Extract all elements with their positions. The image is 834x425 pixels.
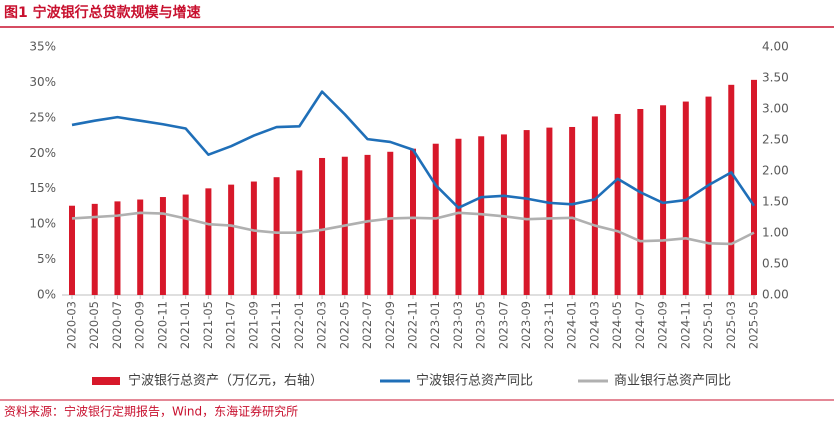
bar xyxy=(591,116,598,295)
bar xyxy=(523,130,530,295)
bar xyxy=(455,138,462,295)
x-tick-label: 2024-01 xyxy=(565,301,579,349)
y2-tick-label: 2.00 xyxy=(762,164,789,178)
x-tick-label: 2021-11 xyxy=(269,301,283,349)
x-tick-label: 2020-09 xyxy=(133,301,147,349)
bar xyxy=(569,126,576,295)
x-tick-label: 2020-07 xyxy=(110,301,124,349)
x-tick-label: 2022-09 xyxy=(383,301,397,349)
y2-tick-label: 3.00 xyxy=(762,102,789,116)
y2-tick-label: 3.50 xyxy=(762,71,789,85)
x-tick-label: 2023-11 xyxy=(542,301,556,349)
bar xyxy=(705,96,712,295)
bar xyxy=(182,194,189,295)
line-series xyxy=(71,90,756,210)
y-tick-label: 15% xyxy=(29,181,56,195)
x-tick-label: 2024-11 xyxy=(678,301,692,349)
y-tick-label: 25% xyxy=(29,110,56,124)
bar xyxy=(250,181,257,295)
x-tick-label: 2021-01 xyxy=(178,301,192,349)
bar xyxy=(637,109,644,295)
bar xyxy=(478,136,485,295)
y2-tick-label: 1.00 xyxy=(762,226,789,240)
x-tick-label: 2020-03 xyxy=(65,301,79,349)
x-tick-label: 2025-05 xyxy=(747,301,761,349)
x-tick-label: 2025-01 xyxy=(701,301,715,349)
x-tick-label: 2023-03 xyxy=(451,301,465,349)
bar xyxy=(228,184,235,295)
bar xyxy=(500,134,507,295)
y2-tick-label: 0.50 xyxy=(762,257,789,271)
x-tick-label: 2024-05 xyxy=(610,301,624,349)
x-tick-label: 2023-01 xyxy=(428,301,442,349)
bar xyxy=(159,197,166,295)
bar xyxy=(114,201,121,295)
x-tick-label: 2021-09 xyxy=(246,301,260,349)
y2-tick-label: 2.50 xyxy=(762,133,789,147)
x-tick-label: 2021-07 xyxy=(224,301,238,349)
legend-label: 宁波银行总资产（万亿元，右轴） xyxy=(128,373,323,389)
x-tick-label: 2023-09 xyxy=(519,301,533,349)
x-tick-label: 2021-05 xyxy=(201,301,215,349)
bar xyxy=(387,151,394,295)
legend-swatch xyxy=(92,377,120,385)
x-tick-label: 2022-07 xyxy=(360,301,374,349)
x-tick-label: 2020-05 xyxy=(87,301,101,349)
chart-title: 图1 宁波银行总贷款规模与增速 xyxy=(4,4,201,21)
y-tick-label: 0% xyxy=(37,288,56,302)
bar xyxy=(137,199,144,295)
bar xyxy=(660,105,667,295)
x-tick-label: 2024-09 xyxy=(656,301,670,349)
y-tick-label: 35% xyxy=(29,40,56,54)
bar xyxy=(728,84,735,295)
source: 资料来源：宁波银行定期报告，Wind，东海证券研究所 xyxy=(4,404,298,419)
legend-label: 商业银行总资产同比 xyxy=(614,374,731,389)
legend-label: 宁波银行总资产同比 xyxy=(416,373,533,389)
x-tick-label: 2022-03 xyxy=(315,301,329,349)
x-tick-label: 2024-03 xyxy=(587,301,601,349)
bar xyxy=(273,177,280,295)
bar xyxy=(364,154,371,295)
bar xyxy=(319,157,326,295)
y-tick-label: 5% xyxy=(37,252,56,266)
x-tick-label: 2020-11 xyxy=(155,301,169,349)
y2-tick-label: 0.00 xyxy=(762,288,789,302)
bar xyxy=(682,101,689,295)
y-tick-label: 10% xyxy=(29,217,56,231)
x-tick-label: 2023-05 xyxy=(474,301,488,349)
bar xyxy=(614,113,621,296)
line-series xyxy=(71,211,755,246)
bar xyxy=(546,127,553,295)
x-tick-label: 2023-07 xyxy=(496,301,510,349)
bar xyxy=(69,205,75,295)
x-tick-label: 2022-01 xyxy=(292,301,306,349)
bar xyxy=(410,148,416,295)
x-tick-label: 2025-03 xyxy=(724,301,738,349)
x-tick-label: 2024-07 xyxy=(633,301,647,349)
x-tick-label: 2022-11 xyxy=(406,301,420,349)
y-tick-label: 20% xyxy=(29,146,56,160)
bar xyxy=(205,188,212,295)
y2-tick-label: 4.00 xyxy=(762,40,789,54)
y-tick-label: 30% xyxy=(29,75,56,89)
y2-tick-label: 1.50 xyxy=(762,195,789,209)
x-tick-label: 2022-05 xyxy=(337,301,351,349)
bar xyxy=(751,79,757,295)
bar xyxy=(91,203,98,295)
